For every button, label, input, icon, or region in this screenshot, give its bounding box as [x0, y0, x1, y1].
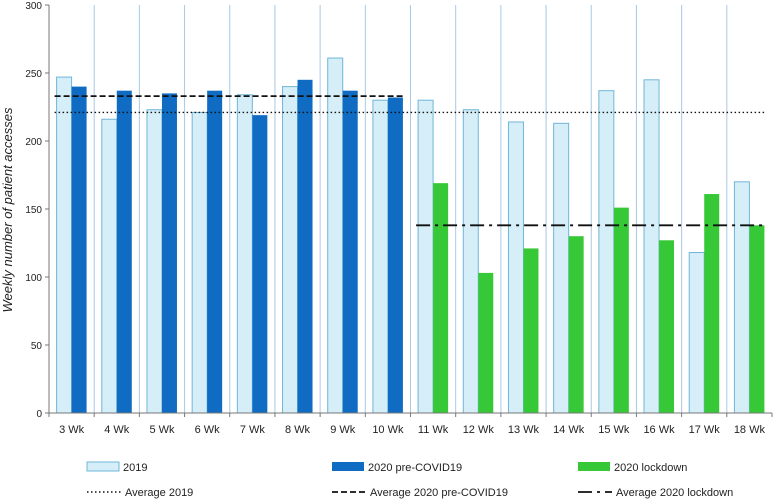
x-tick-label: 9 Wk: [330, 424, 356, 436]
bar-2019: [101, 118, 118, 414]
x-tick-label: 11 Wk: [418, 424, 449, 436]
legend-label: 2020 pre-COVID19: [368, 462, 462, 474]
x-tick-label: 16 Wk: [643, 424, 675, 436]
axes: 0 50 100 150 200 250 300 3 Wk 4 Wk 5 Wk 6 Wk 7 Wk 8 …: [25, 1, 773, 436]
bar-2019: [236, 94, 253, 414]
y-tick-label: 0: [36, 409, 42, 420]
x-tick-label: 15 Wk: [598, 424, 630, 436]
y-axis-title: Weekly number of patient accesses: [0, 107, 15, 312]
bar-2020-lockdown: [433, 183, 449, 413]
bar-2019: [372, 99, 389, 414]
x-tick-label: 14 Wk: [553, 424, 585, 436]
bar-2020-lockdown: [704, 194, 720, 413]
x-tick-label: 13 Wk: [508, 424, 540, 436]
bar-2019: [327, 57, 344, 414]
bar-2019: [553, 122, 570, 414]
y-tick-label: 100: [25, 273, 42, 284]
bar-2019: [643, 79, 660, 414]
x-tick-label: 8 Wk: [285, 424, 311, 436]
bar-2020-pre-covid19: [297, 79, 313, 414]
legend-label: Average 2020 lockdown: [616, 487, 733, 499]
bar-2020-pre-covid19: [71, 86, 87, 413]
x-tick-label: 10 Wk: [372, 424, 404, 436]
y-tick-label: 150: [25, 205, 42, 216]
bar-2020-lockdown: [523, 248, 539, 413]
bar-2019: [507, 121, 524, 414]
bar-2020-lockdown: [613, 207, 629, 413]
bar-2020-pre-covid19: [207, 90, 223, 414]
legend-swatch: [86, 461, 120, 472]
x-tick-label: 18 Wk: [734, 424, 766, 436]
legend-label: 2020 lockdown: [614, 462, 687, 474]
bar-2020-lockdown: [568, 236, 584, 413]
legend-swatch: [332, 462, 364, 471]
x-tick-label: 6 Wk: [195, 424, 221, 436]
bar-2020-pre-covid19: [252, 115, 268, 413]
legend-label: Average 2019: [125, 487, 193, 499]
bar-2020-lockdown: [659, 240, 675, 413]
bar-2019: [733, 181, 750, 414]
bar-2019: [462, 109, 479, 414]
y-tick-label: 200: [25, 137, 42, 148]
x-tick-label: 3 Wk: [59, 424, 85, 436]
bar-2019: [191, 111, 208, 414]
bar-2020-pre-covid19: [387, 97, 403, 413]
x-tick-label: 17 Wk: [689, 424, 721, 436]
bar-2020-pre-covid19: [161, 93, 177, 414]
legend-label: Average 2020 pre-COVID19: [370, 487, 508, 499]
legend-label: 2019: [123, 462, 147, 474]
x-tick-label: 5 Wk: [149, 424, 175, 436]
category-gridlines: [93, 5, 728, 413]
x-tick-label: 12 Wk: [463, 424, 495, 436]
y-tick-label: 50: [31, 341, 43, 352]
x-tick-label: 7 Wk: [240, 424, 266, 436]
bar-2019: [146, 109, 163, 414]
bar-2020-pre-covid19: [342, 90, 358, 414]
legend: 2019 2020 pre-COVID19 2020 lockdown Average…: [86, 461, 733, 499]
y-tick-label: 300: [25, 1, 42, 12]
legend-swatch: [578, 462, 610, 471]
bar-2020-pre-covid19: [116, 90, 132, 414]
y-tick-label: 250: [25, 69, 42, 80]
bar-2019: [56, 76, 73, 414]
average-lines: [54, 95, 767, 227]
bar-marks: [56, 57, 765, 414]
x-tick-label: 4 Wk: [104, 424, 130, 436]
bar-2019: [598, 90, 615, 414]
bar-2019: [417, 99, 434, 414]
bar-2019: [688, 252, 705, 414]
bar-2019: [282, 86, 299, 414]
bar-2020-lockdown: [478, 272, 494, 413]
bar-2020-lockdown: [749, 225, 765, 413]
